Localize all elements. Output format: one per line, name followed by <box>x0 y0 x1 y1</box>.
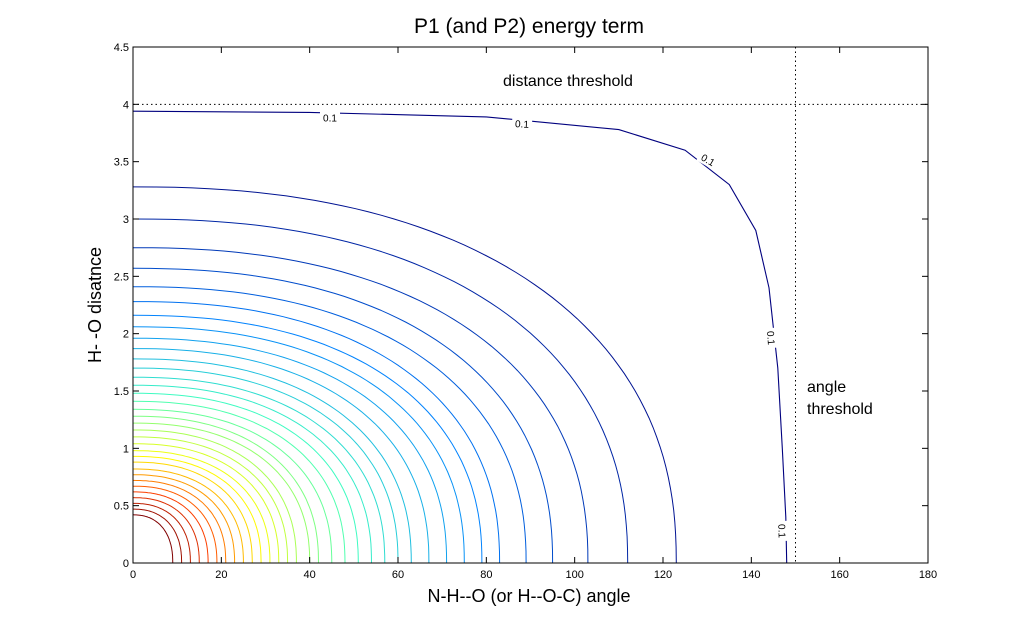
contour-line <box>132 267 554 564</box>
y-axis-title: H- -O disatnce <box>85 247 105 363</box>
x-tick-label: 100 <box>565 569 583 581</box>
contour-line <box>133 461 253 564</box>
x-tick-label: 20 <box>215 569 227 581</box>
y-tick-label: 2 <box>123 329 129 341</box>
contour-line <box>132 358 412 564</box>
contour-line <box>132 450 271 563</box>
contour-line <box>132 415 319 564</box>
y-tick-label: 3 <box>123 214 129 226</box>
contour-line <box>133 367 399 564</box>
contour-line <box>133 468 244 563</box>
axes: 0 20 40 60 80 100 120 140 160 180 0 0.5 1 1.5 2 2.5 3 3.5… <box>114 42 937 581</box>
contour-label: 0.1 <box>323 114 337 125</box>
contour-label: 0.1 <box>764 331 776 346</box>
contour-line <box>132 497 200 564</box>
contour-line <box>133 286 527 564</box>
contour-line <box>133 485 218 563</box>
contour-label: 0.1 <box>775 524 786 539</box>
contour-line <box>132 408 333 564</box>
angle-threshold-label-line2: threshold <box>807 401 873 418</box>
contour-line <box>132 247 589 564</box>
contour-line <box>133 455 262 564</box>
distance-threshold-label: distance threshold <box>503 73 633 90</box>
contour-line <box>133 301 501 564</box>
y-tick-label: 1 <box>123 443 129 455</box>
contour-line <box>133 337 448 564</box>
x-tick-label: 80 <box>480 569 492 581</box>
y-tick-label: 1.5 <box>114 386 129 398</box>
y-tick-label: 0 <box>123 558 129 570</box>
contour-line <box>133 474 236 563</box>
contour-line <box>133 491 209 563</box>
y-tick-label: 0.5 <box>114 501 129 513</box>
angle-threshold-label-line1: angle <box>807 379 846 396</box>
x-tick-label: 0 <box>130 569 136 581</box>
contour-label-bg <box>696 148 721 171</box>
contour-line <box>133 422 311 564</box>
x-tick-label: 140 <box>742 569 760 581</box>
contour-line <box>133 392 359 564</box>
contour-label-bg <box>320 111 340 124</box>
contour-label: 0.1 <box>515 119 530 131</box>
contour-line <box>133 508 183 563</box>
contour-line <box>132 376 386 564</box>
threshold-lines <box>133 47 928 563</box>
contour-line <box>132 110 788 564</box>
contour-label-bg <box>511 116 533 131</box>
contour-line <box>133 502 191 563</box>
x-tick-label: 60 <box>392 569 404 581</box>
contour-label-bg <box>775 520 790 542</box>
contour-line <box>133 429 297 563</box>
contour-line <box>132 186 677 564</box>
chart-title: P1 (and P2) energy term <box>414 15 644 38</box>
x-tick-label: 120 <box>654 569 672 581</box>
contour-line <box>132 443 280 564</box>
contour-line <box>133 384 372 564</box>
contour-line <box>132 400 346 564</box>
contour-line <box>133 436 289 564</box>
contour-line <box>132 314 483 564</box>
plot-frame <box>132 46 929 564</box>
contour-label-bg <box>764 327 779 349</box>
x-tick-label: 40 <box>304 569 316 581</box>
contour-line <box>132 218 629 564</box>
contour-line <box>132 514 174 564</box>
x-tick-label: 160 <box>830 569 848 581</box>
y-tick-label: 2.5 <box>114 271 129 283</box>
contour-line <box>132 479 227 564</box>
x-tick-label: 180 <box>919 569 937 581</box>
contour-line <box>132 326 465 564</box>
x-axis-title: N-H--O (or H--O-C) angle <box>427 586 630 606</box>
y-tick-label: 4.5 <box>114 42 129 54</box>
y-tick-label: 3.5 <box>114 157 129 169</box>
y-tick-label: 4 <box>123 99 129 111</box>
contour-line <box>133 348 430 564</box>
contour-lines <box>132 110 788 564</box>
